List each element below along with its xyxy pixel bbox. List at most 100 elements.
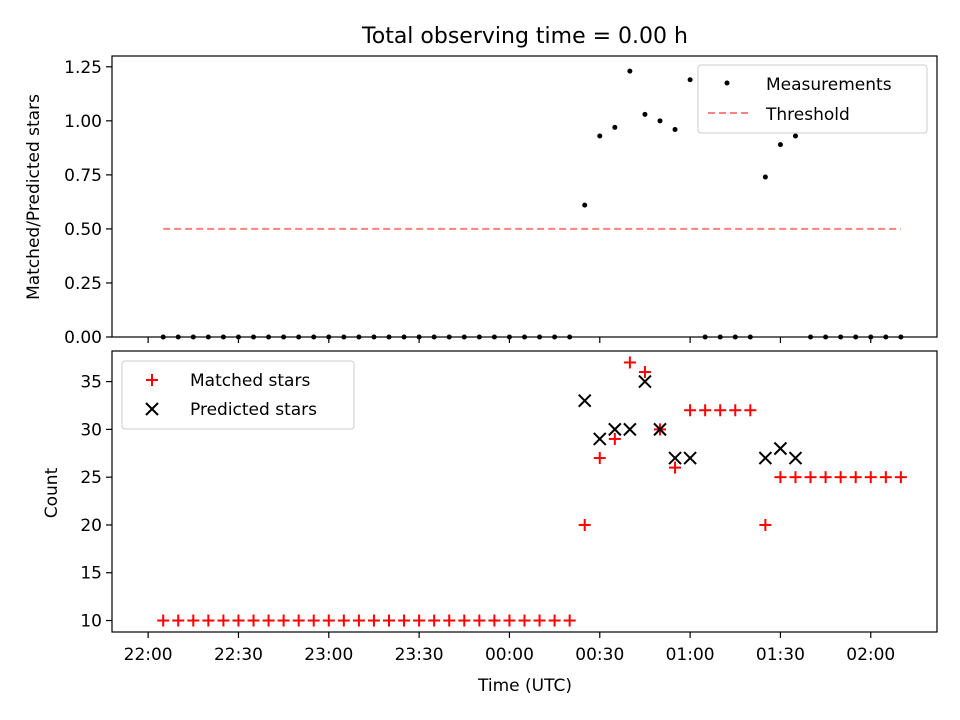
measurement-point-24 [522, 334, 527, 340]
bottom-y-tick-label-20: 20 [80, 516, 102, 536]
predicted-star-point-6 [668, 451, 682, 465]
measurement-point-46 [853, 334, 859, 340]
measurement-point-12 [341, 334, 347, 340]
measurement-point-3 [205, 334, 211, 340]
matched-star-point-3 [202, 614, 215, 627]
x-tick-label-23-00: 23:00 [304, 645, 353, 665]
predicted-star-point-4 [638, 374, 652, 389]
legend-matched-label: Matched stars [190, 371, 310, 391]
top-y-tick-label-1-25: 1.25 [64, 58, 102, 78]
matched-star-point-13 [352, 614, 365, 627]
bottom-panel: 10 15 20 25 30 35 22:00 22:30 23:00 23:30 00:00 00… [42, 350, 938, 696]
matched-star-point-48 [879, 471, 892, 484]
measurement-point-13 [356, 334, 362, 340]
top-legend-box [697, 64, 928, 134]
matched-star-point-4 [217, 614, 230, 627]
measurement-point-32 [642, 111, 648, 117]
bottom-y-ticks: 10 15 20 25 30 35 [80, 373, 112, 632]
matched-star-point-37 [714, 404, 727, 417]
bottom-y-tick-label-25: 25 [80, 468, 102, 488]
measurement-point-4 [220, 334, 226, 340]
predicted-star-point-10 [788, 451, 803, 465]
matched-star-point-14 [367, 614, 380, 627]
matched-star-point-32 [638, 366, 651, 379]
measurement-point-34 [672, 126, 678, 132]
measurement-point-0 [160, 334, 166, 340]
matched-star-point-38 [729, 404, 742, 417]
measurement-point-26 [552, 334, 558, 340]
measurement-point-36 [702, 334, 708, 340]
measurement-point-25 [537, 334, 543, 340]
matched-star-point-19 [443, 614, 456, 627]
measurement-point-19 [446, 334, 452, 340]
measurement-point-42 [792, 133, 798, 139]
matched-star-point-45 [834, 471, 847, 484]
measurement-point-44 [823, 334, 829, 340]
matched-star-point-11 [322, 614, 335, 627]
measurement-point-28 [582, 202, 588, 208]
bottom-y-tick-label-30: 30 [80, 420, 102, 440]
matched-star-point-10 [307, 614, 320, 627]
top-y-tick-label-0-75: 0.75 [64, 166, 102, 186]
predicted-star-point-1 [593, 432, 607, 446]
measurement-point-29 [597, 133, 603, 139]
measurements-series [160, 68, 904, 340]
matched-star-point-28 [578, 518, 591, 531]
predicted-star-point-3 [623, 422, 637, 437]
matched-star-point-0 [157, 614, 170, 627]
matched-star-point-5 [232, 614, 245, 627]
measurement-point-49 [898, 334, 904, 340]
matched-star-point-27 [563, 614, 576, 627]
x-tick-label-22-00: 22:00 [124, 645, 173, 665]
measurement-point-10 [311, 334, 317, 340]
matched-star-point-49 [894, 471, 907, 484]
matched-star-point-2 [187, 614, 200, 627]
measurement-point-22 [491, 334, 497, 340]
bottom-y-tick-label-35: 35 [80, 373, 102, 393]
measurement-point-38 [732, 334, 738, 340]
measurement-point-20 [461, 334, 467, 340]
predicted-star-point-2 [608, 422, 622, 437]
matched-star-point-35 [684, 404, 697, 417]
measurement-point-35 [687, 77, 693, 83]
predicted-star-point-8 [758, 451, 773, 465]
measurement-point-23 [506, 334, 512, 340]
measurement-point-8 [281, 334, 287, 340]
x-tick-label-22-30: 22:30 [214, 645, 263, 665]
matched-star-point-31 [623, 356, 636, 369]
matched-star-point-16 [398, 614, 411, 627]
top-y-tick-label-1-00: 1.00 [64, 112, 102, 132]
measurement-point-43 [808, 334, 814, 340]
predicted-stars-series [578, 374, 803, 465]
matched-stars-series [157, 356, 907, 627]
matched-star-point-42 [789, 471, 802, 484]
bottom-axes-frame [111, 350, 938, 633]
legend-predicted-label: Predicted stars [190, 400, 317, 420]
matched-star-point-12 [337, 614, 350, 627]
matched-star-point-6 [247, 614, 260, 627]
measurement-point-18 [431, 334, 437, 340]
top-y-tick-label-0-25: 0.25 [64, 274, 102, 294]
measurement-point-7 [266, 334, 272, 340]
matched-star-point-8 [277, 614, 290, 627]
measurement-point-21 [476, 334, 482, 340]
measurement-point-37 [717, 334, 723, 340]
matched-star-point-1 [172, 614, 185, 627]
chart-title: Total observing time = 0.00 h [361, 24, 688, 49]
top-y-tick-label-0-00: 0.00 [64, 328, 102, 348]
measurement-point-6 [251, 334, 257, 340]
x-tick-label-02-00: 02:00 [846, 645, 895, 665]
legend-predicted-marker [145, 402, 159, 416]
matched-star-point-34 [669, 461, 682, 474]
matched-star-point-41 [774, 471, 787, 484]
measurement-point-5 [235, 334, 241, 340]
matched-star-point-17 [413, 614, 426, 627]
top-y-axis-label: Matched/Predicted stars [24, 94, 44, 300]
matched-star-point-21 [473, 614, 486, 627]
matched-star-point-23 [503, 614, 516, 627]
legend-measurements-marker [724, 80, 730, 86]
matched-star-point-9 [292, 614, 305, 627]
matched-star-point-29 [593, 452, 606, 465]
matched-star-point-26 [548, 614, 561, 627]
